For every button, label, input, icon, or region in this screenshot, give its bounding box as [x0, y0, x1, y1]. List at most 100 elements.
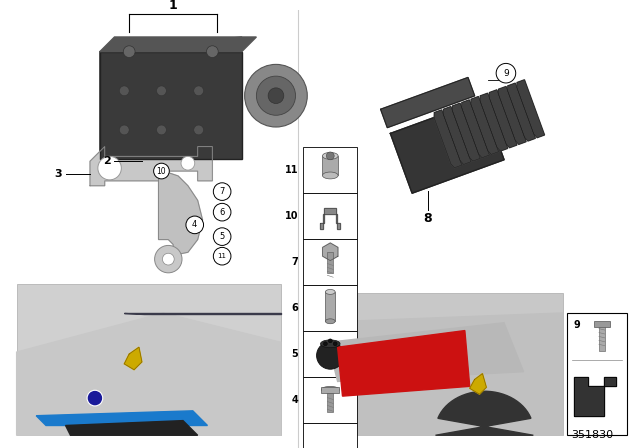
Bar — [325, 292, 335, 321]
Polygon shape — [390, 100, 504, 193]
Polygon shape — [100, 37, 242, 159]
Circle shape — [333, 342, 337, 346]
Circle shape — [98, 156, 122, 180]
Text: 8: 8 — [423, 211, 432, 224]
Text: 10: 10 — [285, 211, 298, 220]
Polygon shape — [517, 80, 545, 138]
Circle shape — [120, 86, 129, 96]
Ellipse shape — [325, 319, 335, 324]
Text: 6: 6 — [220, 208, 225, 217]
Bar — [323, 156, 338, 176]
Polygon shape — [461, 100, 490, 158]
Polygon shape — [90, 146, 212, 186]
Ellipse shape — [321, 340, 340, 348]
Circle shape — [154, 163, 170, 179]
Bar — [303, 193, 357, 239]
Text: 7: 7 — [292, 257, 298, 267]
Bar — [17, 284, 281, 435]
Text: 9: 9 — [503, 69, 509, 78]
Ellipse shape — [323, 152, 338, 159]
Polygon shape — [480, 93, 508, 151]
Bar — [327, 252, 333, 273]
Circle shape — [120, 125, 129, 135]
Text: 1: 1 — [169, 0, 177, 12]
Polygon shape — [338, 331, 470, 396]
Circle shape — [124, 46, 135, 57]
Circle shape — [244, 65, 307, 127]
Circle shape — [328, 339, 332, 343]
Circle shape — [323, 342, 327, 346]
Bar — [100, 52, 242, 159]
Bar — [303, 422, 357, 448]
Polygon shape — [508, 83, 535, 141]
Text: 4: 4 — [292, 395, 298, 405]
Circle shape — [194, 125, 204, 135]
Bar — [594, 321, 610, 327]
Circle shape — [257, 76, 296, 115]
Circle shape — [194, 86, 204, 96]
Text: 2: 2 — [103, 156, 111, 166]
Ellipse shape — [325, 289, 335, 294]
Bar — [303, 331, 357, 377]
Polygon shape — [328, 323, 524, 381]
Circle shape — [213, 183, 231, 200]
Text: 5: 5 — [220, 232, 225, 241]
Bar — [303, 146, 357, 193]
Text: 351830: 351830 — [572, 430, 614, 440]
Polygon shape — [308, 313, 563, 435]
Ellipse shape — [323, 172, 338, 179]
Polygon shape — [36, 411, 207, 426]
Bar — [321, 387, 339, 393]
Circle shape — [317, 342, 344, 369]
Circle shape — [213, 247, 231, 265]
Circle shape — [496, 64, 516, 83]
Polygon shape — [124, 347, 142, 370]
Polygon shape — [65, 421, 198, 435]
Polygon shape — [159, 171, 203, 254]
Circle shape — [157, 125, 166, 135]
Bar — [303, 239, 357, 284]
Text: 10: 10 — [157, 167, 166, 176]
Text: 11: 11 — [218, 253, 227, 259]
Text: 11: 11 — [285, 164, 298, 175]
Circle shape — [181, 156, 195, 170]
Text: 6: 6 — [292, 302, 298, 313]
Circle shape — [268, 88, 284, 103]
Polygon shape — [435, 391, 533, 435]
Circle shape — [157, 86, 166, 96]
Circle shape — [163, 253, 174, 265]
Polygon shape — [470, 374, 486, 394]
Polygon shape — [124, 313, 281, 314]
Circle shape — [186, 216, 204, 234]
Polygon shape — [17, 313, 281, 435]
Bar — [327, 393, 333, 412]
Bar — [303, 377, 357, 422]
Bar — [303, 284, 357, 331]
Polygon shape — [323, 243, 338, 261]
Circle shape — [213, 228, 231, 246]
Bar — [566, 313, 627, 435]
Polygon shape — [381, 78, 475, 128]
Circle shape — [87, 390, 103, 406]
Text: 3: 3 — [54, 169, 61, 179]
Circle shape — [213, 203, 231, 221]
Polygon shape — [100, 37, 257, 52]
Polygon shape — [575, 377, 616, 416]
Polygon shape — [434, 110, 462, 168]
Bar — [599, 327, 605, 351]
Text: 4: 4 — [192, 220, 197, 229]
Circle shape — [326, 152, 334, 160]
Text: 7: 7 — [220, 187, 225, 196]
Polygon shape — [499, 86, 526, 144]
Ellipse shape — [321, 386, 339, 393]
Text: 5: 5 — [292, 349, 298, 358]
Polygon shape — [321, 208, 340, 229]
Polygon shape — [444, 107, 471, 164]
Bar — [308, 293, 563, 435]
Polygon shape — [452, 103, 480, 161]
Polygon shape — [471, 96, 499, 155]
Circle shape — [207, 46, 218, 57]
Text: 9: 9 — [573, 320, 580, 330]
Circle shape — [155, 246, 182, 273]
Polygon shape — [490, 90, 517, 148]
